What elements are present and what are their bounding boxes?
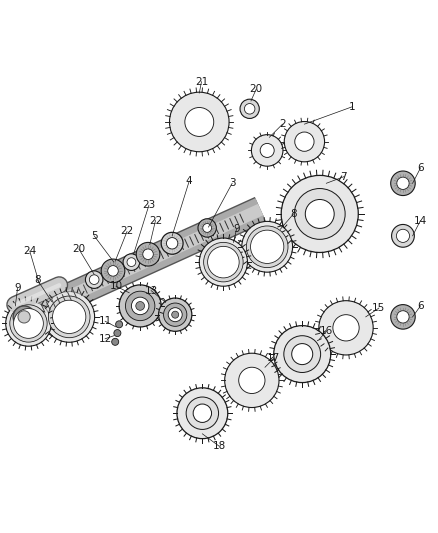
Text: 2: 2 [279,119,286,129]
Circle shape [143,249,153,260]
Circle shape [108,265,118,276]
Text: 11: 11 [99,316,112,326]
Circle shape [114,329,121,336]
Circle shape [396,229,410,243]
Circle shape [123,254,140,270]
Text: 12: 12 [99,334,112,344]
Text: 20: 20 [250,84,263,94]
Text: 10: 10 [110,281,123,291]
Circle shape [204,243,243,282]
Circle shape [198,219,216,237]
Circle shape [292,344,313,365]
Circle shape [159,298,192,332]
Circle shape [136,302,145,310]
Circle shape [225,353,279,408]
Text: 13: 13 [145,286,158,296]
Circle shape [240,99,259,118]
Circle shape [274,326,331,383]
Circle shape [13,306,35,328]
Text: 5: 5 [91,231,98,241]
Circle shape [85,271,103,288]
Text: 1: 1 [349,102,356,111]
Text: 4: 4 [186,176,193,186]
Circle shape [319,301,373,355]
Circle shape [284,122,325,162]
Circle shape [208,246,239,278]
Text: 18: 18 [212,441,226,451]
Circle shape [168,308,182,322]
Circle shape [397,177,409,189]
Circle shape [119,285,161,327]
Circle shape [397,311,409,323]
Circle shape [251,135,283,166]
Circle shape [185,108,214,136]
Circle shape [239,367,265,393]
Text: 8: 8 [34,274,41,285]
Circle shape [116,321,123,328]
Circle shape [166,238,178,249]
Circle shape [260,143,274,157]
Circle shape [53,300,86,334]
Circle shape [163,303,187,326]
Circle shape [305,199,334,229]
Circle shape [10,305,47,342]
Text: 21: 21 [195,77,208,87]
Text: 6: 6 [417,301,424,311]
Text: 17: 17 [267,353,280,364]
Circle shape [89,275,99,285]
Circle shape [242,221,293,272]
Circle shape [177,388,228,439]
Circle shape [246,226,288,268]
Text: 7: 7 [340,172,347,182]
Text: 23: 23 [142,200,155,210]
Circle shape [295,132,314,151]
Circle shape [186,397,219,430]
Circle shape [14,309,43,338]
Circle shape [48,296,90,338]
Circle shape [251,230,284,263]
Circle shape [172,311,179,318]
Text: 16: 16 [320,326,333,336]
Text: 9: 9 [233,224,240,235]
Text: 3: 3 [229,178,236,188]
Circle shape [101,259,125,282]
Text: 8: 8 [290,209,297,219]
Circle shape [161,232,183,254]
Circle shape [136,243,160,266]
Text: 20: 20 [72,244,85,254]
Circle shape [127,258,136,266]
Circle shape [44,292,95,342]
Circle shape [333,314,359,341]
Circle shape [391,171,415,196]
Text: 24: 24 [23,246,36,256]
Circle shape [284,336,321,373]
Circle shape [125,291,155,321]
Text: 22: 22 [120,227,134,237]
Circle shape [18,311,30,323]
Circle shape [131,297,149,314]
Circle shape [170,92,229,152]
Circle shape [203,223,212,232]
Text: 15: 15 [372,303,385,313]
Text: 14: 14 [414,215,427,225]
Circle shape [199,238,247,286]
Circle shape [294,189,345,239]
Circle shape [6,301,51,346]
Circle shape [112,338,119,345]
Circle shape [244,103,255,114]
Circle shape [193,404,212,423]
Text: 9: 9 [14,284,21,293]
Circle shape [392,224,414,247]
Text: 6: 6 [417,163,424,173]
Circle shape [391,304,415,329]
Circle shape [281,175,358,253]
Text: 22: 22 [149,215,162,225]
